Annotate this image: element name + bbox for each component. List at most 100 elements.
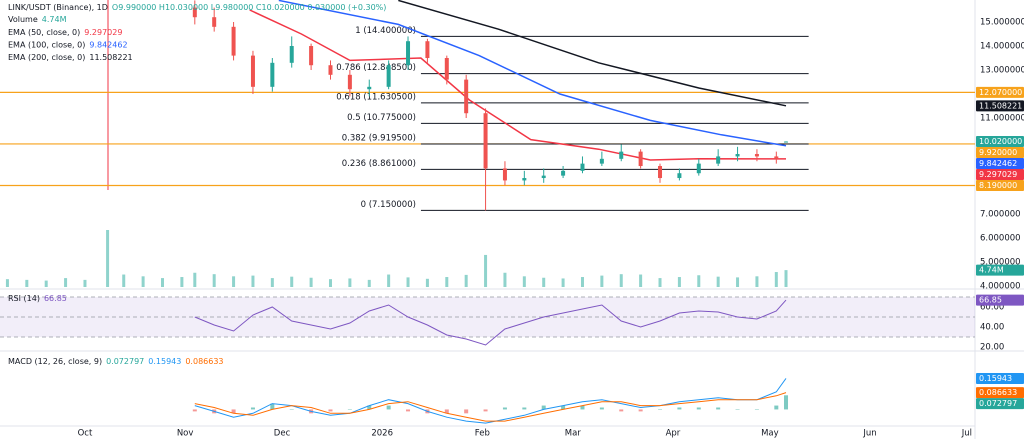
- price-badge: [976, 86, 1024, 98]
- candle-body: [541, 175, 546, 179]
- y-tick-label: 13.000000: [980, 66, 1024, 76]
- y-tick-label: 14.000000: [980, 42, 1024, 52]
- volume-bar: [348, 278, 352, 287]
- rsi-tick-label: 40.00: [980, 323, 1004, 333]
- price-badge-label: 9.297029: [979, 170, 1017, 179]
- macd-signal-line: [194, 392, 787, 422]
- macd-name: MACD (12, 26, close, 9): [8, 357, 102, 366]
- legend-line: EMA (100, close, 0) 9.842462: [8, 40, 128, 49]
- macd-histogram-value: 0.072797: [106, 357, 144, 366]
- volume-bar: [774, 272, 778, 287]
- macd-histogram-bar: [784, 395, 789, 410]
- legend: LINK/USDT (Binance), 1D O9.990000 H10.030…: [8, 3, 386, 366]
- price-badge: [976, 169, 1024, 181]
- volume-bar: [5, 279, 9, 287]
- macd-histogram-bar: [716, 407, 721, 410]
- price-badge: [976, 147, 1024, 159]
- macd-histogram-bar: [367, 405, 372, 410]
- candle-body: [270, 62, 275, 87]
- macd-histogram-bar: [464, 409, 469, 414]
- price-badge-label: 66.85: [979, 296, 1002, 305]
- volume-bar: [406, 277, 410, 287]
- price-badge-label: 0.086633: [979, 388, 1017, 397]
- price-badge-label: 9.842462: [979, 159, 1017, 168]
- candle-body: [367, 86, 372, 90]
- volume-bar: [600, 275, 604, 287]
- fib-label: 0 (7.150000): [361, 200, 416, 210]
- volume-bar: [161, 278, 164, 287]
- macd-histogram-bar: [289, 409, 294, 410]
- volume-value: 4.74M: [42, 15, 67, 24]
- price-badge: [976, 100, 1024, 112]
- macd-histogram-bar: [386, 405, 391, 410]
- y-tick-label: 6.000000: [980, 234, 1021, 244]
- volume-bar: [658, 278, 662, 287]
- price-badge-label: 0.15943: [979, 374, 1012, 383]
- macd-value: 0.15943: [148, 357, 181, 366]
- volume-bar: [522, 276, 526, 287]
- candle-body: [289, 46, 294, 63]
- macd-signal-value: 0.086633: [185, 357, 223, 366]
- candle-body: [696, 163, 701, 174]
- price-badge-label: 12.070000: [979, 88, 1022, 97]
- ema-line: [249, 9, 787, 161]
- macd-histogram-bar: [192, 409, 197, 412]
- price-badge-label: 10.020000: [979, 137, 1022, 146]
- volume-bar: [716, 276, 720, 287]
- volume-bar: [44, 280, 48, 287]
- legend-line: Volume 4.74M: [8, 15, 67, 24]
- legend-line: MACD (12, 26, close, 9) 0.072797 0.15943 0.…: [8, 357, 224, 366]
- macd-histogram-bar: [347, 409, 352, 410]
- volume-bar: [193, 272, 197, 287]
- volume-bar: [367, 279, 371, 287]
- rsi-value: 66.85: [44, 294, 67, 303]
- candle-body: [784, 141, 789, 143]
- candle-body: [444, 58, 449, 80]
- volume-bar: [755, 276, 759, 287]
- price-badge: [976, 294, 1024, 306]
- volume-bar: [425, 278, 429, 287]
- volume-bar: [141, 276, 145, 287]
- candle-body: [386, 65, 391, 87]
- volume-bar: [445, 277, 449, 287]
- candle-body: [774, 156, 779, 159]
- ema-value: 9.842462: [89, 40, 127, 49]
- macd-histogram-bar: [250, 407, 255, 410]
- price-badge: [976, 136, 1024, 148]
- x-tick-label: May: [761, 429, 779, 439]
- macd-histogram-bar: [754, 409, 759, 410]
- rsi-name: RSI (14): [8, 294, 40, 303]
- volume-bar: [677, 277, 681, 287]
- macd-histogram-bar: [270, 403, 275, 410]
- candle-body: [483, 113, 488, 169]
- fib-label: 0.618 (11.630500): [336, 92, 416, 102]
- y-tick-label: 7.000000: [980, 210, 1021, 220]
- fib-label: 0.786 (12.848500): [336, 63, 416, 73]
- fib-label: 0.5 (10.775000): [347, 113, 416, 123]
- macd-histogram-bar: [483, 409, 488, 412]
- volume-bar: [580, 277, 584, 287]
- candle-body: [677, 173, 682, 179]
- price-badge: [976, 264, 1024, 276]
- candle-body: [328, 65, 333, 75]
- candle-body: [599, 158, 604, 164]
- volume-bar: [122, 274, 126, 287]
- volume-bar: [270, 278, 274, 287]
- y-tick-label: 4.000000: [980, 282, 1021, 292]
- macd-histogram-bar: [677, 407, 682, 410]
- fib-label: 0.382 (9.919500): [342, 133, 416, 143]
- macd-line: [194, 378, 787, 424]
- x-tick-label: Feb: [475, 429, 490, 439]
- macd-histogram-bar: [735, 409, 740, 410]
- volume-bar: [464, 274, 468, 287]
- price-badge-label: 8.190000: [979, 181, 1017, 190]
- fib-label: 1 (14.400000): [355, 26, 416, 36]
- volume-bar: [106, 230, 110, 287]
- macd-histogram-bar: [328, 409, 333, 412]
- volume-bar: [697, 275, 701, 287]
- volume-bar: [619, 274, 623, 287]
- volume-bar: [251, 275, 255, 287]
- candle-body: [212, 17, 217, 27]
- legend-line: RSI (14) 66.85: [8, 294, 67, 303]
